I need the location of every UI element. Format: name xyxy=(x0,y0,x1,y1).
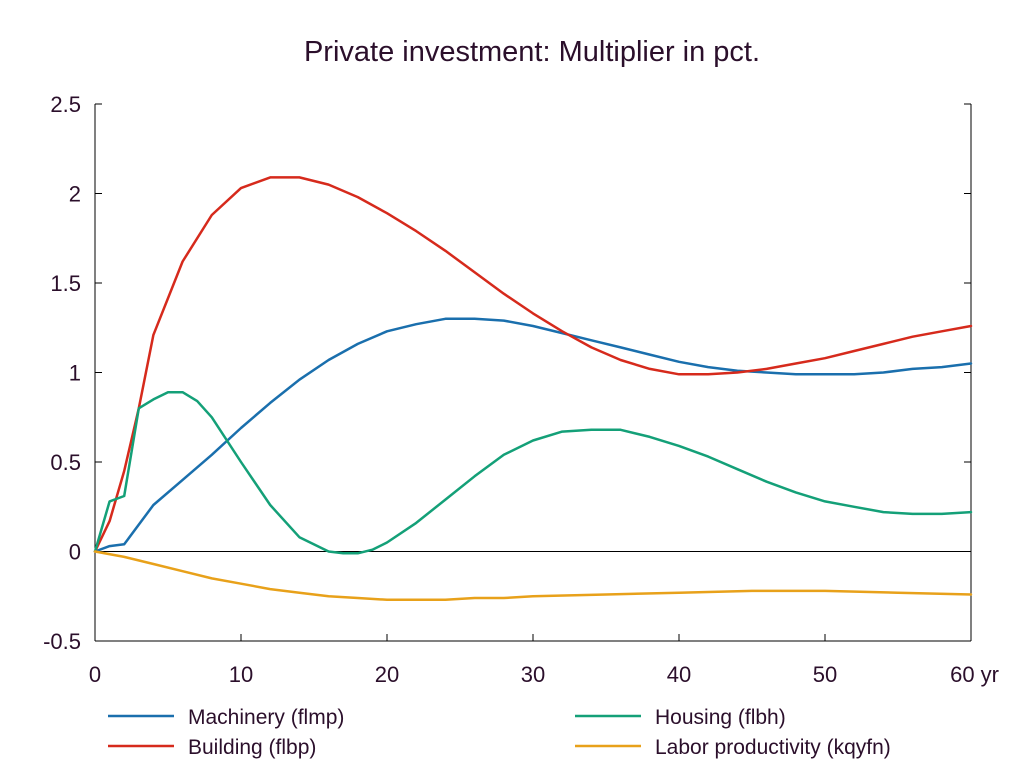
legend-label: Building (flbp) xyxy=(188,736,316,759)
y-tick-label: -0.5 xyxy=(43,629,81,654)
x-tick-label: 20 xyxy=(375,662,399,687)
x-tick-label: 50 xyxy=(813,662,837,687)
y-tick-label: 1.5 xyxy=(50,271,81,296)
x-tick-label: 40 xyxy=(667,662,691,687)
series-line-1 xyxy=(93,317,973,553)
legend-label: Housing (flbh) xyxy=(655,706,786,729)
y-tick-label: 1 xyxy=(69,361,81,386)
x-tick-label: 30 xyxy=(521,662,545,687)
chart-title: Private investment: Multiplier in pct. xyxy=(304,36,760,68)
y-tick-label: 2 xyxy=(69,182,81,207)
x-tick-label: 60 yr xyxy=(950,662,999,687)
legend: Machinery (flmp) Building (flbp) Housing (… xyxy=(108,706,891,759)
y-tick-label: 0.5 xyxy=(50,450,81,475)
x-tick-label: 10 xyxy=(229,662,253,687)
legend-label: Labor productivity (kqyfn) xyxy=(655,736,891,759)
y-tick-label: 0 xyxy=(69,540,81,565)
x-tick-label: 0 xyxy=(89,662,101,687)
series-line-3 xyxy=(93,390,973,555)
legend-label: Machinery (flmp) xyxy=(188,706,344,729)
series-line-4 xyxy=(93,550,973,602)
y-tick-label: 2.5 xyxy=(50,92,81,117)
plot-area: 2.5 2 1.5 1 0.5 0 -0.5 0 10 20 30 40 50 60 yr xyxy=(43,92,999,687)
series-line-2 xyxy=(93,176,973,553)
